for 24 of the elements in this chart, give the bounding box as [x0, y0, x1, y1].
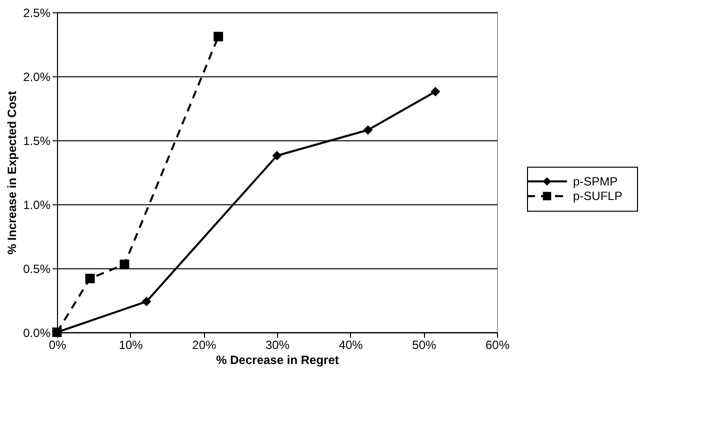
point [214, 32, 224, 42]
x-axis-title: % Decrease in Regret [216, 352, 339, 367]
point [363, 125, 373, 135]
y-tick-label: 2.0% [23, 70, 51, 84]
x-tick-label: 0% [48, 338, 66, 352]
x-tick-label: 40% [338, 338, 364, 352]
x-tick-label: 60% [485, 338, 510, 352]
point [85, 274, 95, 284]
y-tick-label: 1.5% [23, 134, 51, 148]
y-tick-label: 1.0% [23, 198, 51, 212]
legend-label: p-SPMP [573, 174, 618, 188]
y-tick-label: 0.5% [23, 262, 51, 276]
point [142, 296, 152, 306]
y-tick-label: 0.0% [23, 326, 51, 340]
point [272, 150, 282, 160]
y-axis-title: % Increase in Expected Cost [5, 91, 20, 254]
x-tick-label: 30% [265, 338, 290, 352]
x-tick-label: 20% [192, 338, 216, 352]
y-tick-label: 2.5% [23, 6, 51, 20]
x-tick-label: 50% [412, 338, 436, 352]
x-tick-label: 10% [118, 338, 144, 352]
legend-label: p-SUFLP [573, 189, 622, 204]
point [120, 260, 130, 270]
point [430, 86, 440, 96]
